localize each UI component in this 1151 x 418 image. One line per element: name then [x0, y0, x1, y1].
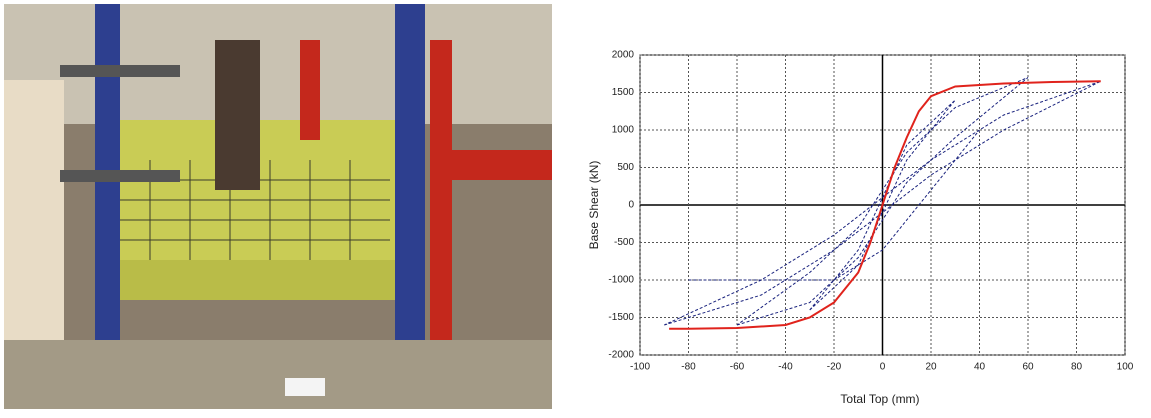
x-tick-label: -40: [778, 362, 793, 373]
x-tick-label: 100: [1117, 362, 1134, 373]
y-tick-label: 500: [617, 162, 634, 173]
y-tick-label: -1500: [608, 312, 634, 323]
photo: [4, 4, 552, 409]
y-tick-label: 1500: [612, 87, 635, 98]
x-tick-label: -20: [827, 362, 842, 373]
x-tick-label: 80: [1071, 362, 1083, 373]
y-tick-label: 0: [628, 200, 634, 211]
y-tick-label: -1000: [608, 275, 634, 286]
figure: Total Top (mm) Base Shear (kN) -2000-150…: [0, 0, 1151, 413]
x-tick-label: 40: [974, 362, 986, 373]
y-tick-label: 1000: [612, 125, 635, 136]
x-tick-label: -100: [630, 362, 650, 373]
y-axis-label: Base Shear (kN): [587, 161, 601, 250]
y-tick-label: -500: [614, 237, 634, 248]
x-axis-label: Total Top (mm): [840, 392, 919, 406]
y-tick-label: 2000: [612, 50, 635, 61]
x-tick-label: 20: [925, 362, 937, 373]
x-tick-label: 60: [1022, 362, 1034, 373]
y-tick-label: -2000: [608, 350, 634, 361]
x-tick-label: -80: [681, 362, 696, 373]
page: Total Top (mm) Base Shear (kN) -2000-150…: [0, 0, 1151, 413]
x-tick-label: 0: [880, 362, 886, 373]
x-tick-label: -60: [730, 362, 745, 373]
